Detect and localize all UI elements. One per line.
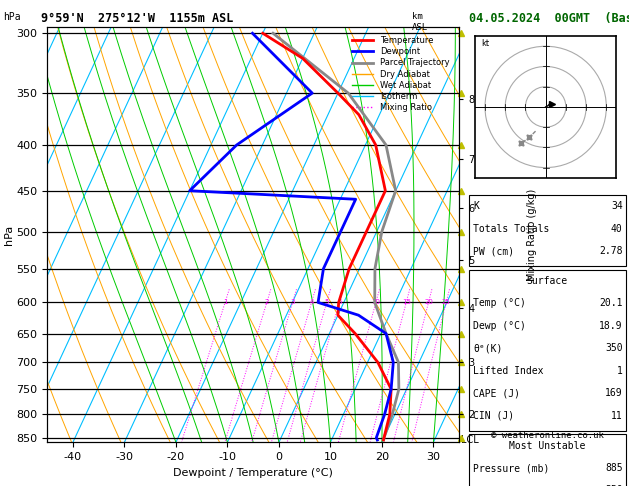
Text: 20: 20 [424,299,433,305]
Text: Dewp (°C): Dewp (°C) [474,321,526,331]
Text: 40: 40 [611,224,623,234]
Text: CAPE (J): CAPE (J) [474,388,520,398]
Text: 34: 34 [611,201,623,211]
Text: 2.78: 2.78 [599,246,623,256]
Text: Pressure (mb): Pressure (mb) [474,463,550,473]
Legend: Temperature, Dewpoint, Parcel Trajectory, Dry Adiabat, Wet Adiabat, Isotherm, Mi: Temperature, Dewpoint, Parcel Trajectory… [349,33,453,115]
Text: 9°59'N  275°12'W  1155m ASL: 9°59'N 275°12'W 1155m ASL [41,12,233,25]
Text: 169: 169 [605,388,623,398]
Text: K: K [474,201,479,211]
X-axis label: Dewpoint / Temperature (°C): Dewpoint / Temperature (°C) [173,468,333,478]
Text: 885: 885 [605,463,623,473]
Y-axis label: hPa: hPa [4,225,14,244]
Text: 4: 4 [309,299,314,305]
Text: 1: 1 [617,366,623,376]
Text: 10: 10 [371,299,381,305]
Text: 350: 350 [605,343,623,353]
Text: 2: 2 [265,299,269,305]
Text: 04.05.2024  00GMT  (Base: 00): 04.05.2024 00GMT (Base: 00) [469,12,629,25]
Text: 11: 11 [611,411,623,421]
Text: Surface: Surface [526,276,568,286]
Text: 3: 3 [291,299,295,305]
Text: 6: 6 [337,299,342,305]
Y-axis label: Mixing Ratio (g/kg): Mixing Ratio (g/kg) [527,189,537,280]
Text: LCL: LCL [461,435,479,445]
Text: PW (cm): PW (cm) [474,246,515,256]
Text: Totals Totals: Totals Totals [474,224,550,234]
Text: Temp (°C): Temp (°C) [474,298,526,309]
Text: Most Unstable: Most Unstable [509,441,586,451]
Text: 1: 1 [223,299,227,305]
Text: CIN (J): CIN (J) [474,411,515,421]
Text: kt: kt [481,39,489,48]
Text: 5: 5 [325,299,329,305]
Text: km
ASL: km ASL [412,12,428,32]
Text: 25: 25 [442,299,450,305]
Text: 20.1: 20.1 [599,298,623,309]
Text: 15: 15 [402,299,411,305]
Text: © weatheronline.co.uk: © weatheronline.co.uk [491,431,604,440]
Text: hPa: hPa [3,12,21,22]
Text: Lifted Index: Lifted Index [474,366,544,376]
Text: θᵉ(K): θᵉ(K) [474,343,503,353]
Text: 18.9: 18.9 [599,321,623,331]
